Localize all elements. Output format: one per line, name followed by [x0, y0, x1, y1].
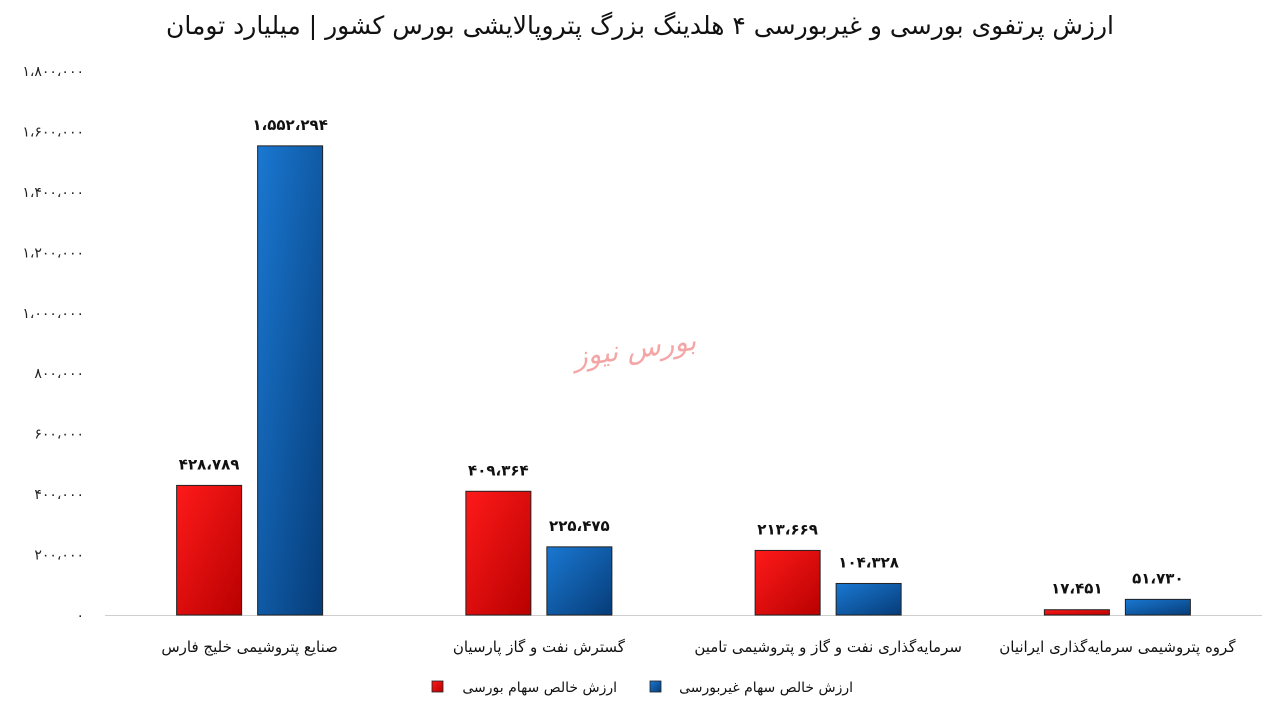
bar-bourse	[465, 490, 532, 616]
y-tick-label: ۱،۴۰۰،۰۰۰	[22, 185, 84, 201]
category-label: گروه پتروشیمی سرمایه‌گذاری ایرانیان	[999, 638, 1236, 657]
bar-nonbourse	[257, 145, 324, 616]
y-tick-label: ۱،۶۰۰،۰۰۰	[22, 124, 84, 140]
watermark: بورس نیوز	[569, 324, 699, 374]
bar-bourse	[176, 484, 243, 616]
legend-label: ارزش خالص سهام بورسی	[462, 680, 617, 696]
bar-bourse	[1043, 609, 1110, 616]
data-label: ۴۰۹،۳۶۴	[468, 461, 529, 479]
category-label: سرمایه‌گذاری نفت و گاز و پتروشیمی تامین	[694, 638, 962, 657]
data-label: ۱۰۴،۳۲۸	[838, 553, 899, 571]
bar-nonbourse	[1124, 598, 1191, 616]
data-label: ۴۲۸،۷۸۹	[179, 455, 240, 473]
data-label: ۱،۵۵۲،۲۹۴	[252, 116, 327, 134]
y-axis: ۰ ۲۰۰،۰۰۰ ۴۰۰،۰۰۰ ۶۰۰،۰۰۰ ۸۰۰،۰۰۰ ۱،۰۰۰،۰۰۰ ۱،…	[22, 64, 1262, 624]
bar-bourse	[754, 549, 821, 616]
y-tick-label: ۴۰۰،۰۰۰	[34, 487, 84, 503]
category-label: گسترش نفت و گاز پارسیان	[453, 638, 626, 657]
y-tick-label: ۸۰۰،۰۰۰	[34, 366, 84, 382]
legend-swatch	[431, 680, 444, 693]
legend-label: ارزش خالص سهام غیربورسی	[679, 680, 853, 696]
y-tick-label: ۰	[76, 608, 84, 624]
y-tick-label: ۱،۰۰۰،۰۰۰	[22, 306, 84, 322]
category-labels: صنایع پتروشیمی خلیج فارس گسترش نفت و گاز …	[161, 638, 1236, 657]
bars	[176, 145, 1191, 616]
y-tick-label: ۱،۲۰۰،۰۰۰	[22, 245, 84, 261]
data-label: ۲۱۳،۶۶۹	[757, 520, 818, 538]
category-label: صنایع پتروشیمی خلیج فارس	[161, 638, 338, 657]
bar-nonbourse	[835, 582, 902, 616]
data-label: ۵۱،۷۳۰	[1132, 569, 1183, 587]
y-tick-label: ۱،۸۰۰،۰۰۰	[22, 64, 84, 80]
y-tick-label: ۲۰۰،۰۰۰	[34, 548, 84, 564]
data-labels: ۴۲۸،۷۸۹ ۱،۵۵۲،۲۹۴ ۴۰۹،۳۶۴ ۲۲۵،۴۷۵ ۲۱۳،۶۶۹ ۱۰۴…	[179, 116, 1184, 598]
legend: ارزش خالص سهام بورسی ارزش خالص سهام غیربو…	[431, 680, 853, 696]
data-label: ۱۷،۴۵۱	[1051, 580, 1102, 598]
legend-swatch	[649, 680, 662, 693]
bar-nonbourse	[546, 546, 613, 616]
data-label: ۲۲۵،۴۷۵	[549, 517, 610, 535]
chart-title: ارزش پرتفوی بورسی و غیربورسی ۴ هلدینگ بز…	[166, 11, 1114, 41]
y-tick-label: ۶۰۰،۰۰۰	[34, 427, 84, 443]
